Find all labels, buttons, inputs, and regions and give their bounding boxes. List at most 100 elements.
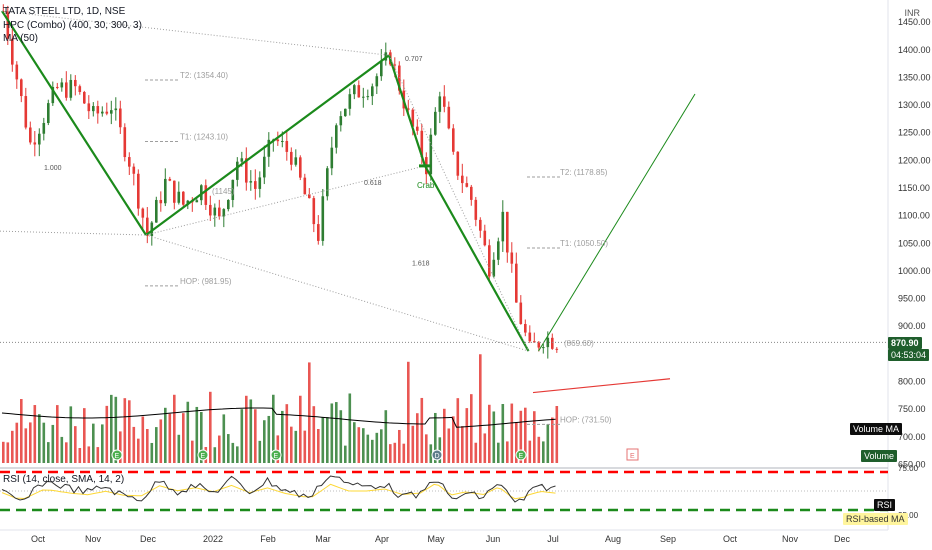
candle-body xyxy=(429,134,433,175)
volume-bar xyxy=(425,434,428,463)
candle-body xyxy=(254,181,257,189)
volume-bar xyxy=(312,406,316,463)
candle-body xyxy=(362,96,365,98)
volume-bar xyxy=(290,426,293,463)
candle-body xyxy=(357,85,361,98)
candle-body xyxy=(74,79,77,87)
ratio-line xyxy=(388,55,529,352)
volume-bar xyxy=(240,409,244,463)
volume-bar xyxy=(132,426,136,463)
volume-bar xyxy=(452,416,455,463)
volume-bar xyxy=(357,427,361,463)
volume-bar xyxy=(42,422,46,463)
candle-body xyxy=(83,92,86,104)
volume-bar xyxy=(384,410,388,463)
candle-body xyxy=(177,191,181,203)
event-marker-label: D xyxy=(435,453,440,460)
event-marker-label: E xyxy=(274,453,279,460)
volume-bar xyxy=(420,397,424,463)
volume-bar xyxy=(488,404,491,463)
volume-bar xyxy=(231,442,235,463)
candle-body xyxy=(492,259,496,277)
level-label: (1145) xyxy=(212,187,235,196)
rsi-ma-line xyxy=(1,483,556,500)
pattern-leg xyxy=(1,10,147,236)
candle-body xyxy=(69,79,73,98)
ratio-line xyxy=(1,10,390,56)
volume-bar xyxy=(416,413,419,463)
volume-bar xyxy=(2,441,5,463)
candle-body xyxy=(245,158,248,183)
future-event-label: E xyxy=(630,453,635,460)
volume-bar xyxy=(353,422,356,463)
volume-bar xyxy=(195,406,199,463)
candle-body xyxy=(393,64,397,66)
time-tick-label: Oct xyxy=(31,534,46,544)
candle-body xyxy=(164,178,167,204)
level-label: HOP: (981.95) xyxy=(180,277,232,286)
candle-body xyxy=(105,111,109,114)
volume-bar xyxy=(380,429,383,463)
volume-bar xyxy=(537,436,541,463)
candle-body xyxy=(92,106,95,112)
candle-body xyxy=(447,106,451,129)
event-marker xyxy=(431,449,443,461)
volume-bar xyxy=(245,395,248,463)
candle-body xyxy=(398,65,401,91)
pattern-leg xyxy=(424,165,530,352)
candle-body xyxy=(330,147,334,169)
level-label: T1: (1050.50) xyxy=(560,239,608,248)
rsi-ma-tag: RSI-based MA xyxy=(843,513,908,525)
candle-body xyxy=(497,241,500,260)
candle-body xyxy=(101,111,104,114)
candle-body xyxy=(456,151,460,176)
candle-body xyxy=(276,139,280,142)
price-tick-label: 1150.00 xyxy=(898,183,930,193)
volume-bar xyxy=(29,422,32,463)
candle-body xyxy=(515,263,518,303)
pattern-leg xyxy=(145,54,390,236)
candle-body xyxy=(119,108,122,128)
price-tick-label: 1300.00 xyxy=(898,100,931,110)
volume-bar xyxy=(294,430,298,463)
volume-bar xyxy=(173,394,176,463)
candle-body xyxy=(222,209,226,217)
volume-bar xyxy=(110,394,113,463)
event-marker-label: E xyxy=(115,453,120,460)
candle-body xyxy=(483,230,487,246)
candle-body xyxy=(420,130,424,158)
level-label: T2: (1354.40) xyxy=(180,71,228,80)
volume-bar xyxy=(465,408,469,463)
candle-body xyxy=(375,76,379,87)
candle-body xyxy=(186,200,190,205)
volume-bar xyxy=(281,410,284,463)
candle-body xyxy=(24,96,28,128)
candle-body xyxy=(416,126,419,131)
candle-body xyxy=(110,110,113,114)
candle-body xyxy=(344,108,347,117)
volume-bar xyxy=(159,419,163,463)
volume-ma-line xyxy=(1,407,556,428)
volume-bar xyxy=(119,431,122,463)
candle-body xyxy=(150,222,154,236)
candle-body xyxy=(555,348,559,350)
indicator-ma-label: MA (50) xyxy=(3,33,39,44)
volume-bar xyxy=(528,440,532,463)
candle-body xyxy=(465,183,469,187)
candle-body xyxy=(20,79,23,97)
time-tick-label: Aug xyxy=(605,534,621,544)
candle-body xyxy=(308,194,311,199)
candle-body xyxy=(335,125,338,148)
candle-body xyxy=(51,86,55,104)
trend-line xyxy=(532,378,671,394)
volume-bar xyxy=(483,433,487,463)
candle-body xyxy=(452,128,455,152)
candle-body xyxy=(6,11,10,39)
event-marker-label: E xyxy=(519,453,524,460)
volume-bar xyxy=(330,403,334,463)
time-tick-label: Apr xyxy=(375,534,389,544)
candle-body xyxy=(218,207,221,217)
candle-body xyxy=(528,332,532,342)
candle-body xyxy=(542,347,545,349)
